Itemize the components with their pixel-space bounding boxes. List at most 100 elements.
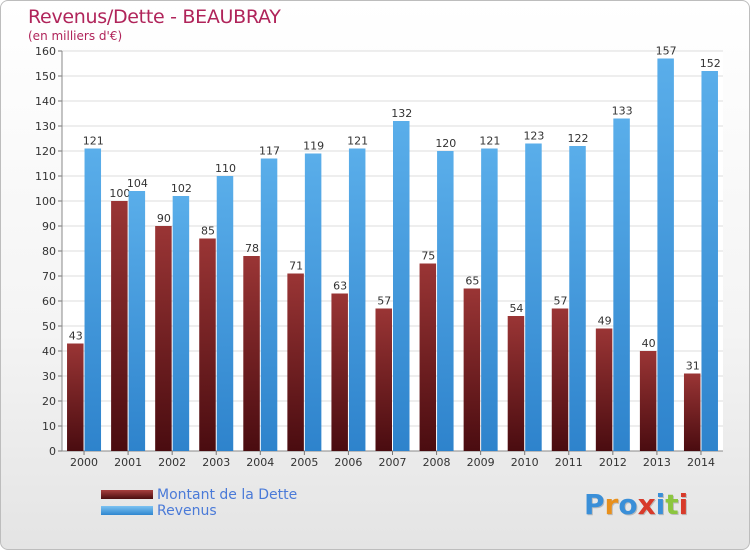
data-label-revenus: 104	[127, 177, 148, 190]
data-label-revenus: 122	[568, 132, 589, 145]
x-tick-label: 2008	[423, 456, 451, 469]
bar-dette	[287, 273, 304, 451]
logo-letter: x	[637, 488, 656, 521]
data-label-dette: 31	[686, 360, 700, 373]
data-label-revenus: 119	[303, 140, 324, 153]
logo-letter: P	[584, 488, 605, 521]
logo-letter: t	[665, 488, 679, 521]
proxiti-logo: Proxiti	[584, 488, 688, 521]
data-label-dette: 57	[554, 295, 568, 308]
bar-dette	[639, 351, 657, 451]
x-tick-label: 2004	[246, 456, 274, 469]
bar-revenus	[84, 148, 102, 451]
bar-revenus	[657, 58, 674, 451]
data-label-revenus: 102	[171, 182, 192, 195]
bar-revenus	[437, 151, 454, 451]
y-tick-label: 130	[35, 120, 56, 133]
x-tick-label: 2009	[467, 456, 495, 469]
bar-dette	[595, 328, 613, 451]
x-tick-label: 2003	[202, 456, 230, 469]
x-tick-label: 2005	[290, 456, 318, 469]
y-tick-label: 10	[42, 420, 56, 433]
y-tick-label: 30	[42, 370, 56, 383]
data-label-dette: 63	[333, 280, 347, 293]
bar-dette	[551, 308, 569, 451]
y-tick-label: 110	[35, 170, 56, 183]
legend-swatch-revenus	[101, 506, 153, 515]
bar-revenus	[525, 143, 542, 451]
y-tick-label: 150	[35, 70, 56, 83]
bar-revenus	[393, 121, 410, 451]
bar-dette	[199, 238, 216, 451]
x-tick-label: 2006	[334, 456, 362, 469]
bar-dette	[463, 288, 481, 451]
x-tick-label: 2007	[379, 456, 407, 469]
bar-dette	[331, 293, 348, 451]
x-tick-label: 2000	[70, 456, 98, 469]
x-tick-label: 2014	[687, 456, 715, 469]
x-tick-label: 2012	[599, 456, 627, 469]
bar-revenus	[701, 71, 718, 451]
data-label-revenus: 121	[83, 135, 104, 148]
data-label-revenus: 117	[259, 145, 280, 158]
data-label-dette: 75	[421, 250, 435, 263]
data-label-revenus: 121	[479, 135, 500, 148]
chart-title: Revenus/Dette - BEAUBRAY	[28, 6, 281, 28]
bar-dette	[243, 256, 260, 451]
data-label-dette: 85	[201, 225, 215, 238]
y-tick-label: 100	[35, 195, 56, 208]
logo-letter: i	[655, 488, 666, 521]
bar-dette	[67, 343, 84, 451]
y-tick-label: 60	[42, 295, 56, 308]
data-label-dette: 43	[69, 330, 83, 343]
y-tick-label: 0	[49, 445, 56, 458]
logo-letter: o	[618, 488, 638, 521]
x-tick-label: 2011	[555, 456, 583, 469]
data-label-dette: 71	[289, 260, 303, 273]
bar-revenus	[260, 158, 278, 451]
data-label-revenus: 133	[612, 105, 633, 118]
y-tick-label: 90	[42, 220, 56, 233]
x-tick-label: 2010	[511, 456, 539, 469]
data-label-dette: 54	[509, 302, 523, 315]
data-label-dette: 65	[465, 275, 479, 288]
y-tick-label: 120	[35, 145, 56, 158]
x-tick-label: 2013	[643, 456, 671, 469]
data-label-revenus: 110	[215, 162, 236, 175]
chart-subtitle: (en milliers d'€)	[28, 29, 123, 43]
bar-revenus	[613, 118, 630, 451]
x-tick-label: 2002	[158, 456, 186, 469]
bar-revenus	[172, 196, 190, 451]
data-label-dette: 78	[245, 242, 259, 255]
data-label-dette: 57	[377, 295, 391, 308]
bar-revenus	[216, 176, 234, 451]
data-label-revenus: 121	[347, 135, 368, 148]
y-tick-label: 80	[42, 245, 56, 258]
bar-revenus	[304, 153, 322, 451]
data-label-dette: 100	[109, 187, 130, 200]
legend-label-dette: Montant de la Dette	[157, 487, 298, 503]
bar-dette	[683, 373, 701, 451]
bar-revenus	[569, 146, 586, 451]
y-tick-label: 40	[42, 345, 56, 358]
data-label-revenus: 152	[700, 57, 721, 70]
y-tick-label: 70	[42, 270, 56, 283]
logo-letter: i	[678, 488, 689, 521]
y-tick-label: 140	[35, 95, 56, 108]
bar-dette	[111, 201, 128, 451]
y-tick-label: 50	[42, 320, 56, 333]
bar-dette	[507, 316, 525, 451]
logo-letter: r	[604, 488, 619, 521]
y-tick-label: 160	[35, 45, 56, 58]
bar-dette	[419, 263, 437, 451]
x-tick-label: 2001	[114, 456, 142, 469]
bar-dette	[375, 308, 392, 451]
legend-label-revenus: Revenus	[157, 503, 217, 519]
bar-dette	[155, 226, 172, 451]
legend-swatch-dette	[101, 490, 153, 499]
data-label-dette: 40	[642, 337, 656, 350]
bar-revenus	[481, 148, 498, 451]
data-label-dette: 90	[157, 212, 171, 225]
